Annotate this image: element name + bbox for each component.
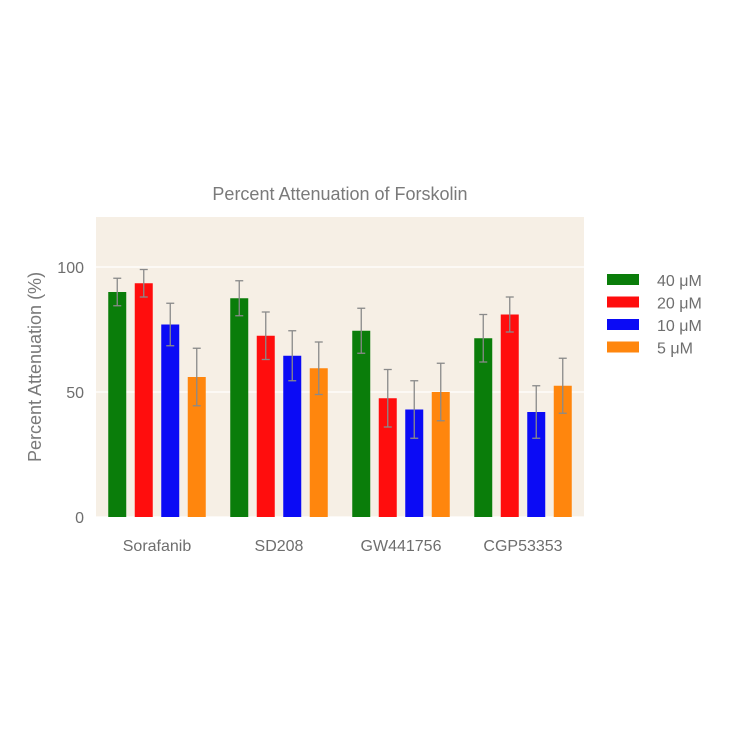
legend-swatch bbox=[607, 341, 639, 353]
chart-title: Percent Attenuation of Forskolin bbox=[212, 184, 467, 204]
legend-label: 20 μM bbox=[657, 296, 702, 313]
y-axis-label: Percent Attenuation (%) bbox=[25, 272, 45, 462]
legend-swatch bbox=[607, 319, 639, 330]
bar bbox=[527, 412, 546, 517]
legend-label: 40 μM bbox=[657, 273, 702, 290]
legend-label: 10 μM bbox=[657, 318, 702, 335]
bar bbox=[431, 392, 450, 517]
bar bbox=[256, 335, 275, 517]
y-tick-label: 0 bbox=[75, 510, 84, 527]
y-tick-label: 50 bbox=[66, 385, 84, 402]
legend-label: 5 μM bbox=[657, 341, 693, 358]
x-tick-label: CGP53353 bbox=[483, 538, 562, 555]
y-axis-ticks: 0 50 100 bbox=[57, 260, 84, 527]
y-tick-label: 100 bbox=[57, 260, 84, 277]
x-axis-ticks: Sorafanib SD208 GW441756 CGP53353 bbox=[123, 538, 563, 555]
bar bbox=[108, 292, 127, 517]
legend-swatch bbox=[607, 296, 639, 308]
x-tick-label: Sorafanib bbox=[123, 538, 192, 555]
bar bbox=[161, 324, 180, 517]
legend: 40 μM 20 μM 10 μM 5 μM bbox=[607, 273, 702, 358]
error-bars bbox=[113, 268, 567, 439]
x-tick-label: SD208 bbox=[255, 538, 304, 555]
legend-swatch bbox=[607, 274, 639, 285]
bar bbox=[405, 409, 424, 517]
bar bbox=[378, 398, 397, 517]
bars bbox=[108, 283, 572, 517]
bar bbox=[187, 377, 206, 517]
bar bbox=[553, 385, 572, 517]
bar bbox=[309, 368, 328, 517]
bar bbox=[230, 298, 249, 517]
bar bbox=[474, 338, 493, 517]
bar bbox=[500, 314, 519, 517]
bar bbox=[352, 330, 371, 517]
x-tick-label: GW441756 bbox=[361, 538, 442, 555]
bar bbox=[134, 283, 153, 517]
bar bbox=[283, 355, 302, 517]
